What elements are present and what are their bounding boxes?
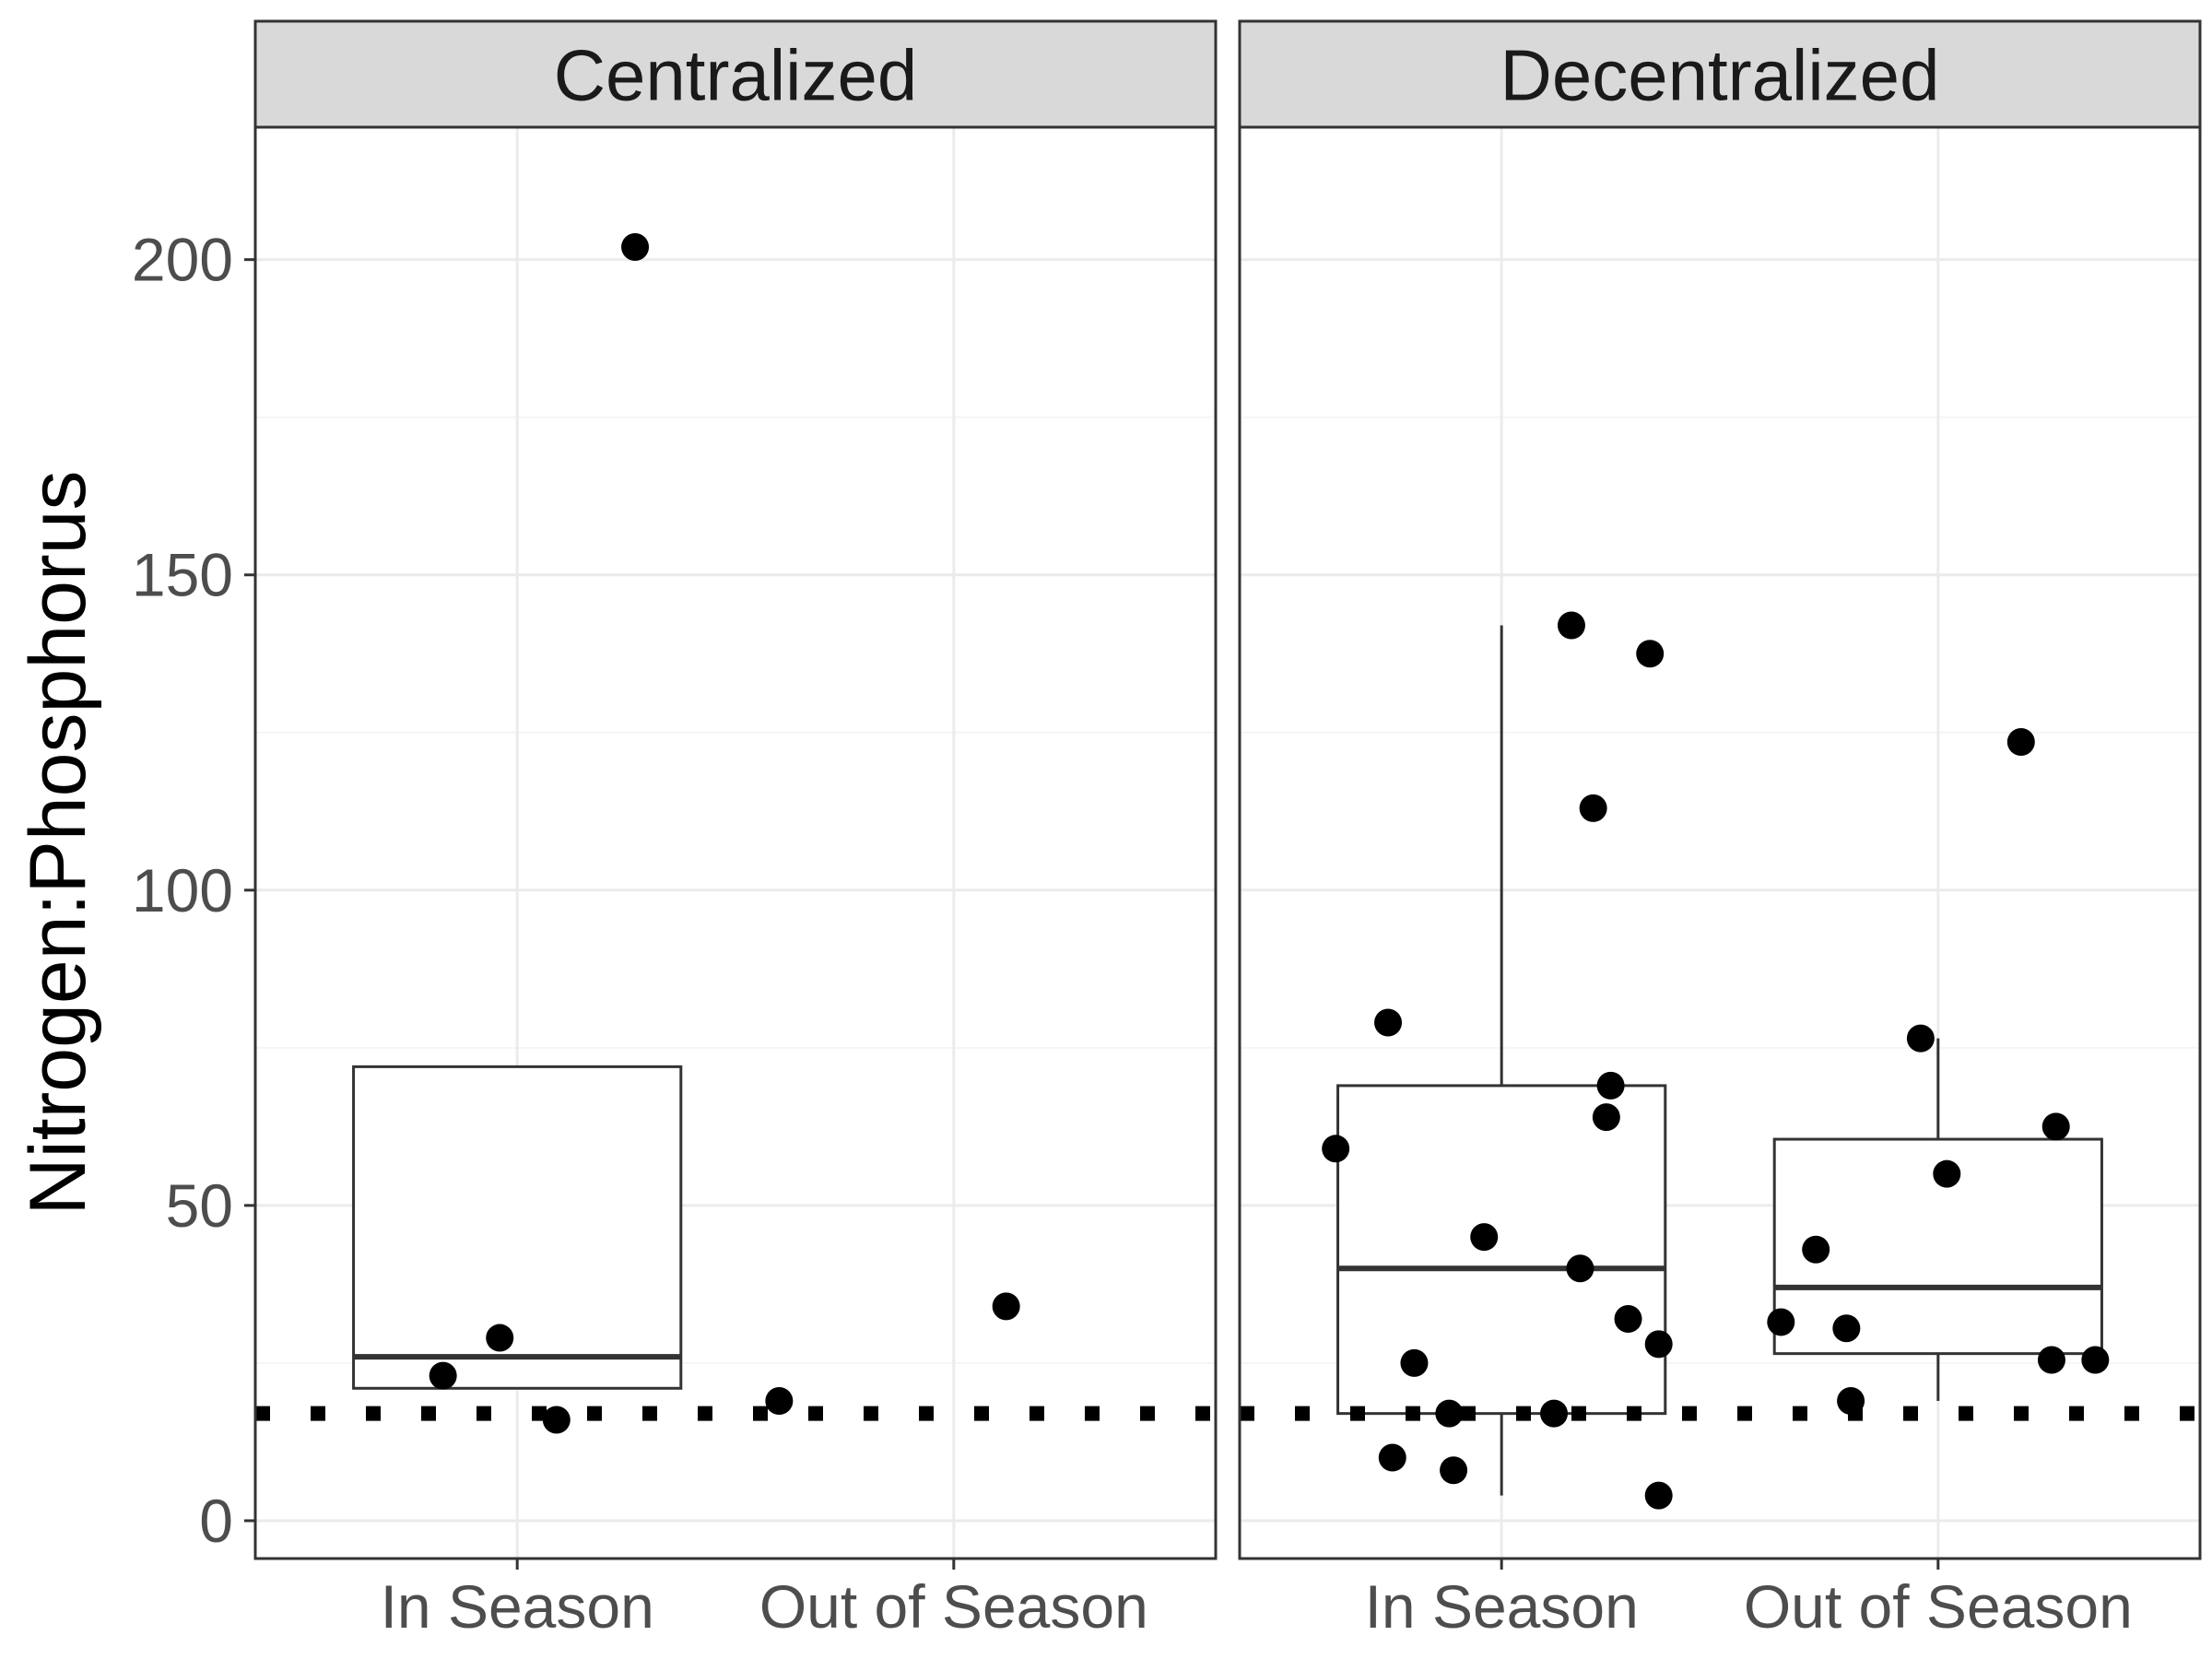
y-tick-label: 150: [132, 541, 233, 609]
data-point: [992, 1292, 1020, 1321]
panel-decentralized: Decentralized In Season Out of Season: [1238, 19, 2202, 1641]
box-iqr: [352, 1065, 683, 1390]
data-point: [1636, 640, 1665, 668]
data-point: [1400, 1348, 1429, 1377]
data-point: [1837, 1386, 1865, 1415]
facet-strip-label: Centralized: [554, 35, 918, 116]
data-point: [1435, 1399, 1464, 1428]
data-point: [1592, 1103, 1620, 1132]
data-point: [1470, 1223, 1499, 1252]
data-point: [1566, 1254, 1594, 1283]
data-point: [1374, 1008, 1403, 1037]
x-tick-label: In Season: [1365, 1572, 1639, 1641]
y-tick-label: 50: [166, 1171, 233, 1240]
data-point: [1644, 1481, 1673, 1510]
x-tick-label: Out of Season: [759, 1572, 1148, 1641]
data-point: [1614, 1305, 1642, 1334]
data-point: [1557, 611, 1585, 640]
y-tick-label: 100: [132, 856, 233, 924]
data-point: [1767, 1308, 1795, 1336]
data-point: [1906, 1024, 1935, 1053]
data-point: [1644, 1330, 1673, 1359]
y-tick-label: 0: [199, 1487, 233, 1555]
box-iqr: [1336, 1084, 1667, 1416]
data-point: [2037, 1346, 2065, 1374]
data-point: [1378, 1443, 1406, 1472]
data-point: [1802, 1235, 1830, 1264]
data-point: [621, 232, 650, 261]
data-point: [2041, 1112, 2070, 1141]
box-in-season: [352, 1065, 683, 1390]
data-point: [1933, 1159, 1961, 1188]
data-point: [1832, 1314, 1861, 1343]
box-in-season: [1336, 625, 1667, 1496]
panel-centralized: Centralized In Season Out of Season: [253, 19, 1218, 1641]
data-point: [2081, 1346, 2110, 1374]
facet-strip-label: Decentralized: [1500, 35, 1940, 116]
y-tick-label: 200: [132, 226, 233, 294]
data-point: [1579, 794, 1607, 822]
x-tick-label: Out of Season: [1744, 1572, 2133, 1641]
facet-strip: [1238, 19, 2202, 129]
data-point: [1322, 1135, 1350, 1163]
data-point: [1596, 1071, 1625, 1100]
data-point: [486, 1324, 514, 1352]
facet-strip: [253, 19, 1218, 129]
data-point: [429, 1361, 457, 1390]
data-point: [542, 1406, 571, 1434]
data-point: [765, 1386, 794, 1415]
data-point: [1440, 1456, 1468, 1485]
x-tick-label: In Season: [381, 1572, 654, 1641]
data-point: [1540, 1399, 1569, 1428]
data-point: [2006, 728, 2035, 757]
y-axis-title: Nitrogen:Phosphorus: [14, 471, 102, 1216]
